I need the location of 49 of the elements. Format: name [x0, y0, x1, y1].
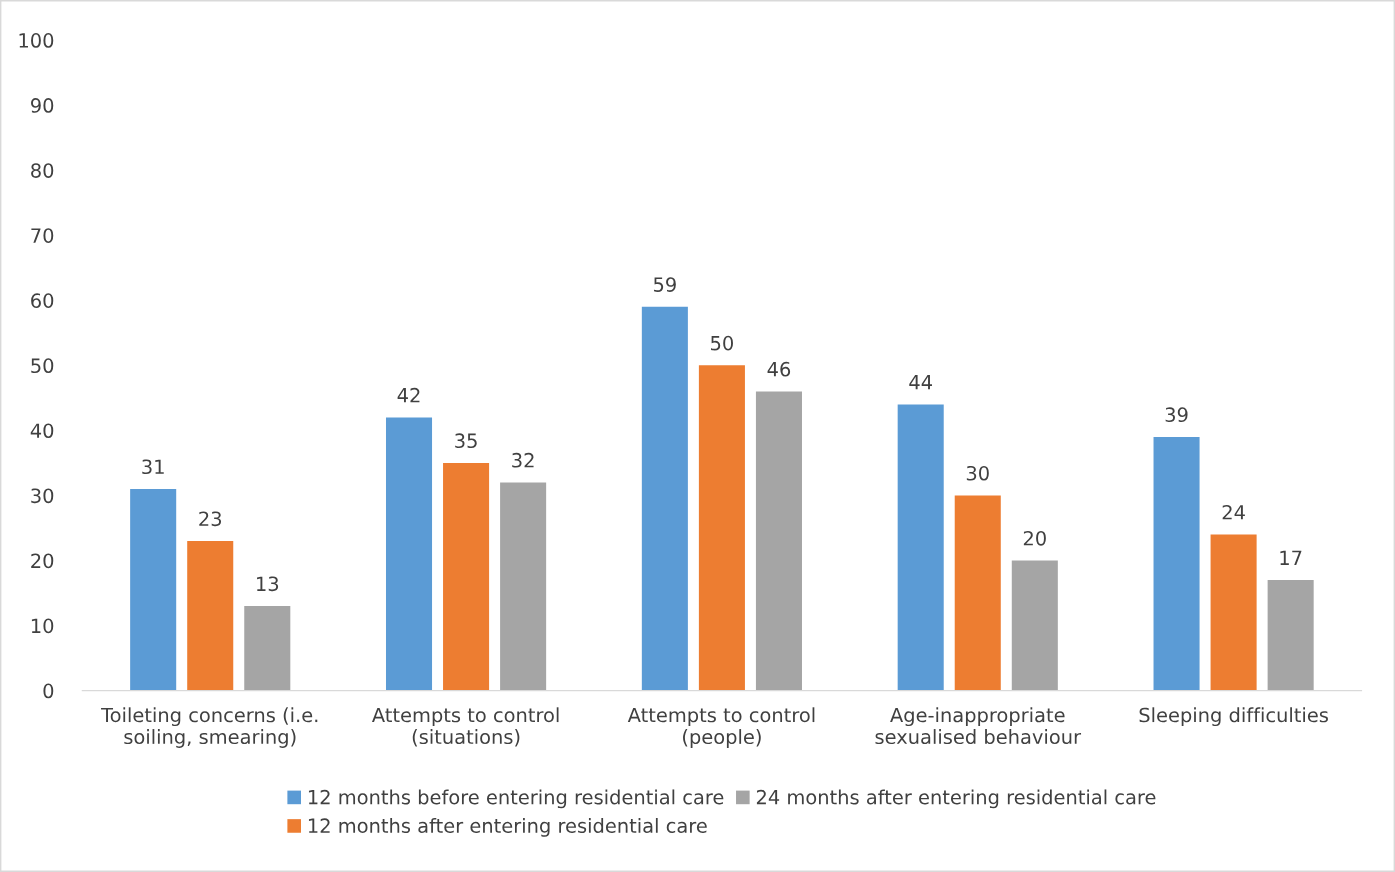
data-label: 24: [1222, 504, 1245, 520]
y-tick-label: 10: [31, 618, 54, 634]
x-tick-label: Sleeping difficulties: [1139, 707, 1328, 727]
data-label: 42: [397, 387, 420, 403]
data-label: 30: [966, 465, 989, 481]
y-tick-label: 20: [31, 553, 54, 569]
data-label: 23: [199, 511, 222, 527]
y-tick-label: 70: [31, 228, 54, 243]
y-tick-label: 60: [31, 293, 54, 308]
legend-label: 12 months before entering residential care: [308, 789, 724, 809]
data-label: 13: [257, 576, 279, 592]
bar: [244, 606, 291, 691]
bar: [641, 306, 688, 691]
data-label: 44: [909, 375, 932, 390]
bar: [187, 541, 234, 691]
bar: [500, 482, 547, 691]
legend-label: 12 months after entering residential care: [308, 817, 707, 837]
data-label: 59: [653, 277, 676, 292]
data-label: 35: [455, 433, 477, 449]
y-tick-label: 80: [31, 163, 54, 178]
data-label: 31: [142, 459, 164, 475]
y-tick-label: 40: [30, 423, 54, 439]
data-label: 32: [512, 452, 534, 468]
legend-label: 24 months after entering residential care: [756, 789, 1156, 809]
bar: [897, 404, 944, 691]
bar: [385, 417, 433, 691]
y-tick-label: 0: [43, 683, 54, 699]
bar: [1153, 436, 1200, 691]
y-tick-label: 50: [31, 358, 54, 374]
bar: [698, 365, 745, 691]
data-label: 17: [1280, 550, 1302, 565]
data-label: 46: [767, 361, 791, 377]
y-tick-label: 100: [19, 33, 54, 48]
bar: [755, 391, 802, 691]
y-tick-label: 90: [31, 98, 54, 113]
bar: [954, 495, 1001, 691]
data-label: 50: [711, 335, 733, 351]
x-tick-label: Attempts to control (people): [627, 707, 815, 748]
bar: [1267, 580, 1314, 691]
x-tick-label: Attempts to control (situations): [371, 707, 559, 747]
x-tick-label: Toileting concerns (i.e. soiling, smearing): [101, 707, 318, 748]
bar: [1210, 534, 1257, 691]
data-label: 39: [1165, 407, 1188, 423]
x-tick-label: Age-inappropriate sexualised behaviour: [875, 707, 1082, 745]
y-tick-label: 30: [31, 488, 54, 504]
bar: [1011, 560, 1058, 691]
bar: [443, 462, 490, 691]
bar: [130, 488, 177, 691]
data-label: 20: [1023, 530, 1046, 546]
